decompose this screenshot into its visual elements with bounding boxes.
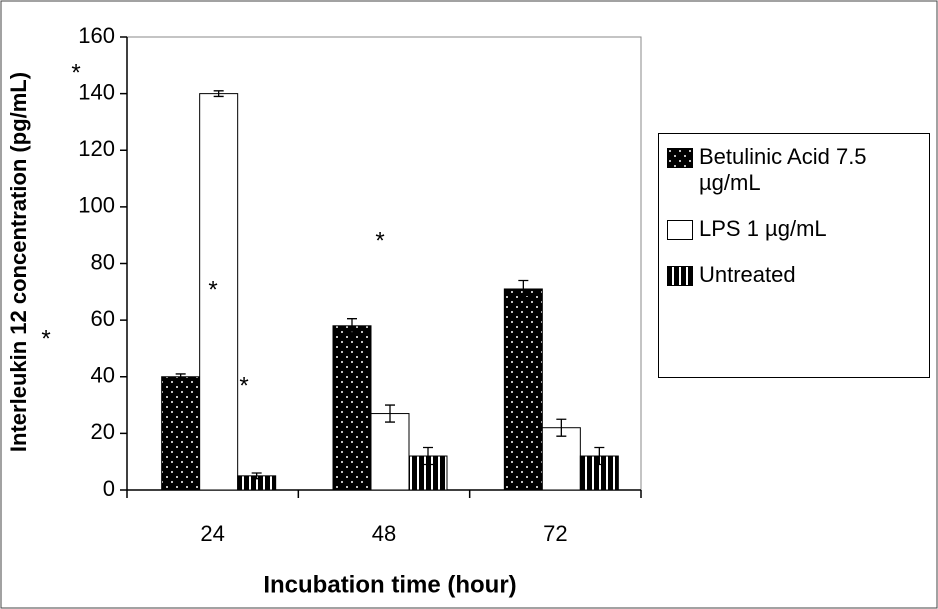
bar: [541, 427, 581, 491]
legend-label: Betulinic Acid 7.5 µg/mL: [699, 144, 867, 195]
x-axis-title: Incubation time (hour): [263, 571, 516, 598]
y-tick-label: 100: [78, 193, 115, 218]
legend-label: LPS 1 µg/mL: [699, 216, 827, 241]
y-tick-label: 80: [91, 249, 115, 274]
y-tick-label: 60: [91, 306, 115, 331]
y-tick-label: 160: [78, 23, 115, 48]
legend-entry: Betulinic Acid 7.5 µg/mL: [667, 144, 921, 196]
annotation: *: [239, 372, 248, 399]
x-tick-label: 72: [543, 521, 567, 546]
y-tick-label: 0: [103, 476, 115, 501]
error-bar: [594, 446, 605, 466]
legend-label: Untreated: [699, 262, 796, 287]
x-tick-label: 48: [372, 521, 396, 546]
annotation: *: [41, 325, 50, 352]
annotation: *: [208, 276, 217, 303]
error-bar: [518, 279, 529, 299]
annotation: *: [71, 59, 80, 86]
error-bar: [423, 446, 433, 466]
bar: [332, 325, 372, 491]
bar: [199, 93, 239, 491]
y-tick-label: 40: [91, 363, 115, 388]
y-tick-label: 20: [91, 419, 115, 444]
error-bar: [347, 318, 357, 334]
y-tick-label: 120: [78, 136, 115, 161]
error-bar: [213, 90, 224, 98]
x-tick-label: 24: [200, 521, 224, 546]
y-tick-label: 140: [78, 79, 115, 104]
error-bar: [251, 472, 262, 480]
error-bar: [385, 404, 395, 423]
legend-swatch: [667, 148, 693, 168]
bar: [370, 413, 410, 491]
bar: [161, 376, 201, 491]
y-axis-title: Interleukin 12 concentration (pg/mL): [6, 72, 31, 452]
legend-entry: Untreated: [667, 262, 921, 288]
legend-swatch: [667, 266, 693, 286]
annotation: *: [375, 227, 384, 254]
legend-entry: LPS 1 µg/mL: [667, 216, 921, 242]
legend: Betulinic Acid 7.5 µg/mL LPS 1 µg/mL Unt…: [658, 133, 930, 378]
error-bar: [175, 373, 186, 381]
error-bar: [556, 418, 567, 437]
bar: [503, 288, 543, 491]
legend-swatch: [667, 220, 693, 240]
